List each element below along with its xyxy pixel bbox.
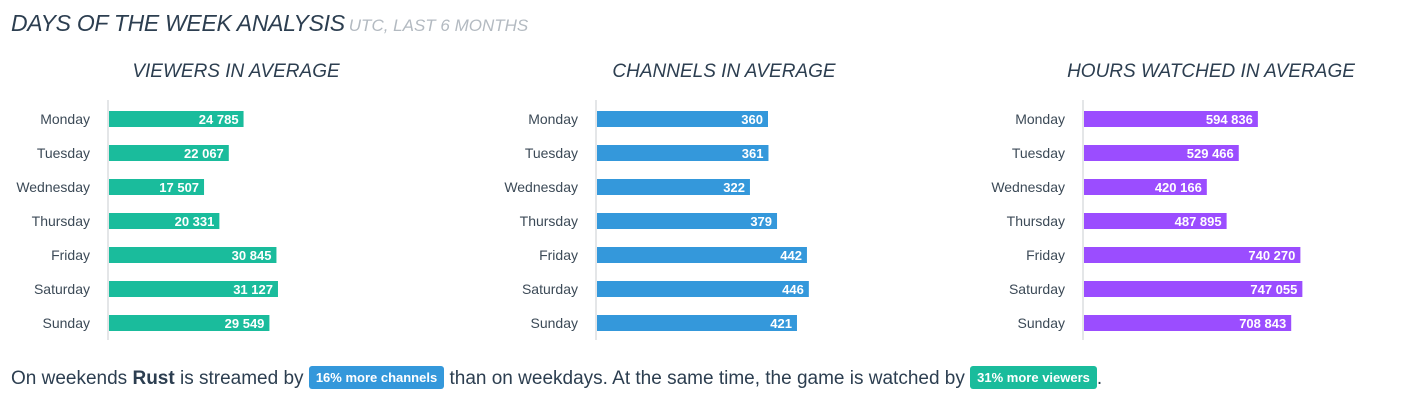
channels-value-label: 361	[742, 146, 764, 161]
hours-bar	[1084, 281, 1303, 297]
viewers-chart-title: VIEWERS IN AVERAGE	[132, 61, 340, 82]
summary-text-3: than on weekdays. At the same time, the …	[444, 368, 971, 389]
channels-chart-title: CHANNELS IN AVERAGE	[612, 61, 836, 82]
channels-value-label: 360	[741, 112, 763, 127]
viewers-category-label: Monday	[40, 111, 90, 127]
viewers-value-label: 24 785	[199, 112, 239, 127]
hours-bar	[1084, 247, 1301, 263]
hours-category-label: Thursday	[1007, 213, 1065, 229]
hours-bar	[1084, 213, 1227, 229]
header: DAYS OF THE WEEK ANALYSIS UTC, LAST 6 MON…	[11, 10, 528, 37]
channels-category-label: Sunday	[531, 315, 578, 331]
viewers-category-label: Wednesday	[16, 179, 90, 195]
hours-value-label: 529 466	[1187, 146, 1234, 161]
hours-bar	[1084, 179, 1207, 195]
hours-category-label: Tuesday	[1012, 145, 1065, 161]
viewers-chart-plot: Monday 24 785 Tuesday 22 067 Wednesday 17 507…	[16, 100, 278, 340]
hours-bar	[1084, 145, 1239, 161]
hours-bar	[1084, 315, 1292, 331]
summary-text-4: .	[1096, 368, 1103, 389]
viewers-value-label: 22 067	[184, 146, 224, 161]
page-title: DAYS OF THE WEEK ANALYSIS	[11, 10, 345, 36]
viewers-value-label: 30 845	[232, 248, 272, 263]
viewers-category-label: Sunday	[43, 315, 90, 331]
channels-category-label: Tuesday	[525, 145, 578, 161]
channels-category-label: Friday	[539, 247, 578, 263]
channels-value-label: 446	[782, 282, 804, 297]
channels-bar	[597, 247, 807, 263]
viewers-value-label: 29 549	[225, 316, 265, 331]
page-subtitle: UTC, LAST 6 MONTHS	[348, 16, 529, 35]
hours-value-label: 594 836	[1206, 112, 1253, 127]
hours-category-label: Friday	[1026, 247, 1065, 263]
viewers-bar	[109, 213, 220, 229]
channels-value-label: 442	[780, 248, 802, 263]
hours-chart-title: HOURS WATCHED IN AVERAGE	[1067, 61, 1355, 82]
channels-bar	[597, 315, 797, 331]
channels-value-label: 322	[723, 180, 745, 195]
hours-value-label: 487 895	[1175, 214, 1222, 229]
viewers-bar	[109, 145, 229, 161]
hours-value-label: 420 166	[1155, 180, 1202, 195]
channels-bar	[597, 213, 778, 229]
channels-category-label: Thursday	[520, 213, 578, 229]
summary-text: On weekends Rust is streamed by 16% more…	[11, 366, 1102, 390]
viewers-bar	[109, 281, 278, 297]
game-name: Rust	[132, 368, 175, 389]
viewers-chart: VIEWERS IN AVERAGE Monday 24 785 Tuesday 22…	[0, 58, 480, 348]
channels-badge: 16% more channels	[308, 366, 445, 389]
viewers-category-label: Saturday	[34, 281, 90, 297]
viewers-bar	[109, 111, 244, 127]
hours-category-label: Wednesday	[991, 179, 1065, 195]
viewers-category-label: Friday	[51, 247, 90, 263]
channels-category-label: Saturday	[522, 281, 578, 297]
channels-category-label: Monday	[528, 111, 578, 127]
hours-category-label: Monday	[1015, 111, 1065, 127]
viewers-value-label: 31 127	[233, 282, 273, 297]
summary-text-1: On weekends	[11, 368, 133, 389]
hours-chart-plot: Monday 594 836 Tuesday 529 466 Wednesday 420 …	[991, 100, 1303, 340]
channels-bar	[597, 281, 809, 297]
hours-value-label: 747 055	[1250, 282, 1297, 297]
channels-category-label: Wednesday	[504, 179, 578, 195]
hours-category-label: Sunday	[1018, 315, 1065, 331]
channels-bar	[597, 179, 750, 195]
viewers-bar	[109, 315, 270, 331]
channels-chart: CHANNELS IN AVERAGE Monday 360 Tuesday 361 W…	[488, 58, 968, 348]
channels-chart-plot: Monday 360 Tuesday 361 Wednesday 322 Thursday 3…	[504, 100, 809, 340]
hours-chart: HOURS WATCHED IN AVERAGE Monday 594 836 Tu…	[975, 58, 1415, 348]
viewers-value-label: 20 331	[175, 214, 215, 229]
viewers-value-label: 17 507	[159, 180, 199, 195]
viewers-bar	[109, 179, 205, 195]
channels-bar	[597, 111, 768, 127]
channels-bar	[597, 145, 769, 161]
hours-value-label: 740 270	[1248, 248, 1295, 263]
viewers-badge: 31% more viewers	[970, 366, 1097, 389]
hours-bar	[1084, 111, 1258, 127]
viewers-category-label: Thursday	[32, 213, 90, 229]
hours-category-label: Saturday	[1009, 281, 1065, 297]
viewers-bar	[109, 247, 277, 263]
hours-value-label: 708 843	[1239, 316, 1286, 331]
channels-value-label: 379	[750, 214, 772, 229]
viewers-category-label: Tuesday	[37, 145, 90, 161]
channels-value-label: 421	[770, 316, 792, 331]
summary-text-2: is streamed by	[174, 368, 309, 389]
